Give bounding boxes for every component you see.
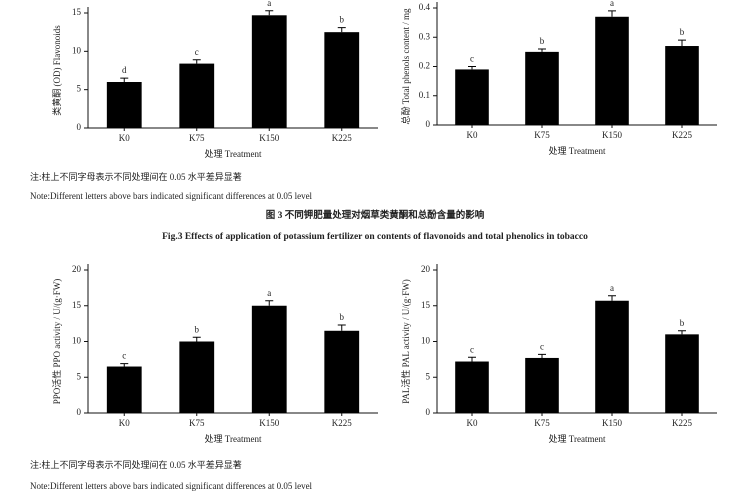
significance-letter: c xyxy=(470,54,474,64)
y-tick-label: 0 xyxy=(77,407,82,417)
y-tick-label: 5 xyxy=(77,84,82,94)
error-bar xyxy=(265,300,274,306)
y-axis-label: PPO活性 PPO activity / U/(g·FW) xyxy=(51,279,62,405)
y-tick-label: 0 xyxy=(426,119,431,129)
error-bar xyxy=(120,77,129,82)
bar xyxy=(179,63,215,128)
significance-letter: c xyxy=(122,351,126,361)
error-bar xyxy=(608,10,616,17)
bar xyxy=(455,69,489,125)
y-tick-label: 0.3 xyxy=(419,31,431,41)
significance-letter: a xyxy=(267,288,271,298)
x-tick-label: K150 xyxy=(259,418,279,428)
note: 注:柱上不同字母表示不同处理间在 0.05 水平差异显著 xyxy=(30,459,242,470)
significance-letter: c xyxy=(470,344,474,354)
error-bar xyxy=(468,66,476,70)
significance-letter: b xyxy=(195,324,200,334)
error-bar xyxy=(337,27,346,33)
bar xyxy=(525,51,559,125)
y-tick-label: 15 xyxy=(72,300,82,310)
bar xyxy=(251,305,287,413)
bar xyxy=(525,357,559,413)
y-tick-label: 10 xyxy=(72,336,82,346)
significance-letter: a xyxy=(610,0,614,8)
bar xyxy=(324,32,360,128)
significance-letter: a xyxy=(267,0,271,8)
y-tick-label: 20 xyxy=(421,264,431,274)
y-tick-label: 0 xyxy=(77,122,82,132)
x-tick-label: K75 xyxy=(189,133,205,143)
significance-letter: d xyxy=(122,65,127,75)
x-axis-label: 处理 Treatment xyxy=(205,148,262,159)
bar xyxy=(455,361,489,413)
significance-letter: b xyxy=(340,312,345,322)
x-tick-label: K0 xyxy=(467,418,478,428)
x-tick-label: K0 xyxy=(467,130,478,140)
bar xyxy=(665,46,699,125)
bar xyxy=(665,334,699,413)
significance-letter: b xyxy=(340,15,345,25)
x-tick-label: K225 xyxy=(672,130,692,140)
note: 注:柱上不同字母表示不同处理间在 0.05 水平差异显著 xyxy=(30,171,242,182)
x-axis-label: 处理 Treatment xyxy=(205,433,262,444)
x-axis-label: 处理 Treatment xyxy=(549,433,606,444)
x-tick-label: K75 xyxy=(534,418,550,428)
bar xyxy=(179,341,215,413)
y-tick-label: 15 xyxy=(72,7,82,17)
significance-letter: c xyxy=(540,341,544,351)
y-tick-label: 5 xyxy=(426,371,431,381)
y-tick-label: 20 xyxy=(72,264,82,274)
y-axis-label: 总酚 Total phenols content / mg xyxy=(400,8,411,125)
y-tick-label: 0.1 xyxy=(419,90,430,100)
y-tick-label: 10 xyxy=(72,45,82,55)
y-axis-label: 类黄酮 (OD) Flavonoids xyxy=(51,25,62,116)
x-tick-label: K225 xyxy=(672,418,692,428)
x-tick-label: K150 xyxy=(259,133,279,143)
significance-letter: b xyxy=(680,318,685,328)
bar xyxy=(251,15,287,128)
caption: Fig.3 Effects of application of potassiu… xyxy=(162,232,588,242)
y-tick-label: 0.4 xyxy=(419,2,431,12)
x-tick-label: K225 xyxy=(332,133,352,143)
x-tick-label: K225 xyxy=(332,418,352,428)
x-axis-label: 处理 Treatment xyxy=(549,145,606,156)
error-bar xyxy=(678,330,686,335)
error-bar xyxy=(120,363,129,367)
bar xyxy=(106,82,142,128)
x-tick-label: K75 xyxy=(534,130,550,140)
note: Note:Different letters above bars indica… xyxy=(30,481,313,491)
x-tick-label: K0 xyxy=(119,418,130,428)
y-axis-label: PAL活性 PAL activity / U/(g·FW) xyxy=(400,279,411,404)
y-tick-label: 15 xyxy=(421,300,431,310)
x-tick-label: K150 xyxy=(602,418,622,428)
x-tick-label: K75 xyxy=(189,418,205,428)
error-bar xyxy=(538,48,546,52)
error-bar xyxy=(468,356,476,362)
error-bar xyxy=(192,59,201,64)
bar xyxy=(595,300,629,413)
y-tick-label: 10 xyxy=(421,336,431,346)
error-bar xyxy=(265,10,274,16)
significance-letter: c xyxy=(195,47,199,57)
error-bar xyxy=(538,353,546,358)
note: Note:Different letters above bars indica… xyxy=(30,191,313,201)
bar xyxy=(106,366,142,413)
bar xyxy=(324,330,360,413)
x-tick-label: K0 xyxy=(119,133,130,143)
bar xyxy=(595,16,629,125)
y-tick-label: 0.2 xyxy=(419,61,430,71)
significance-letter: a xyxy=(610,283,614,293)
caption: 图 3 不同钾肥量处理对烟草类黄酮和总酚含量的影响 xyxy=(266,209,485,221)
error-bar xyxy=(337,324,346,331)
x-tick-label: K150 xyxy=(602,130,622,140)
significance-letter: b xyxy=(680,27,685,37)
significance-letter: b xyxy=(540,36,545,46)
error-bar xyxy=(678,39,686,47)
error-bar xyxy=(608,295,616,301)
y-tick-label: 5 xyxy=(77,371,82,381)
y-tick-label: 0 xyxy=(426,407,431,417)
error-bar xyxy=(192,336,201,342)
